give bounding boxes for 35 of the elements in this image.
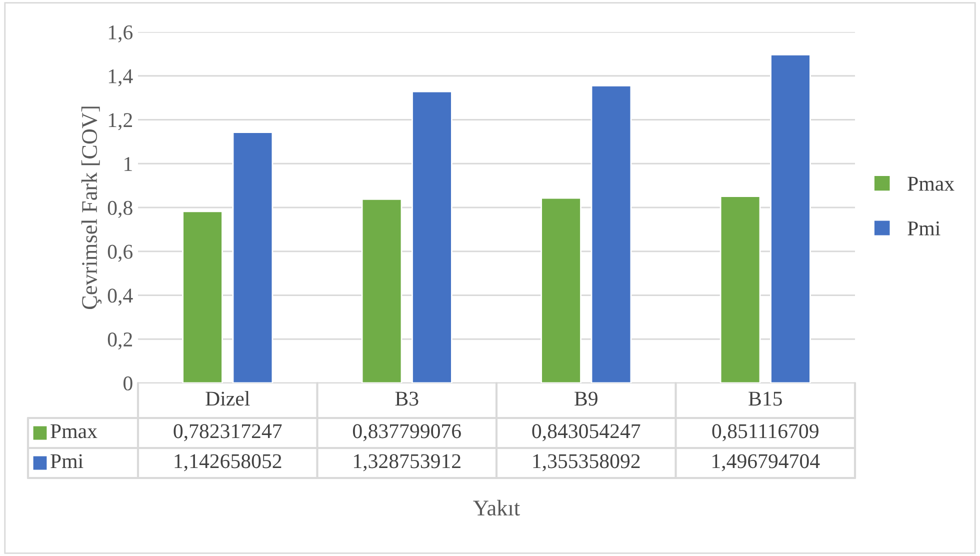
x-tick-label: B15 <box>748 392 782 406</box>
y-axis-title: Çevrimsel Fark [COV] <box>81 106 102 310</box>
bar <box>182 210 223 383</box>
legend-label: Pmi <box>908 221 940 236</box>
data-label: 0,843054247 <box>532 424 640 442</box>
legend-label: Pmax <box>50 424 98 438</box>
data-label: 1,328753912 <box>354 454 460 472</box>
y-tick-label: 1,2 <box>108 113 132 130</box>
x-tick-label: B9 <box>574 392 598 406</box>
y-tick-label: 1 <box>124 157 132 171</box>
y-tick-label: 0,6 <box>108 244 133 262</box>
bar <box>720 196 761 383</box>
text: Pmax <box>908 176 954 191</box>
y-tick-label: 0,2 <box>108 332 132 350</box>
x-tick-label: Dizel <box>206 391 250 406</box>
y-tick-label: 0 <box>124 376 132 390</box>
y-tick-label: 0,8 <box>108 200 132 218</box>
data-label: 0,851116709 <box>712 424 818 442</box>
bar <box>590 84 632 383</box>
x-tick-label: B3 <box>395 392 418 406</box>
data-label: 0,782317247 <box>174 424 282 442</box>
bar <box>412 90 452 383</box>
bar <box>361 198 402 383</box>
data-label: 1,496794704 <box>712 454 820 472</box>
y-tick-label: 1,6 <box>108 25 133 42</box>
bar <box>540 197 582 383</box>
bar <box>770 54 811 383</box>
data-label: 0,837799076 <box>352 424 461 442</box>
data-label: 1,355358092 <box>533 454 640 472</box>
data-label: 1,142658052 <box>174 454 282 472</box>
x-axis-title: Yakıt <box>473 500 520 516</box>
y-tick-label: 0,4 <box>108 288 133 306</box>
text: Pmi <box>50 454 84 468</box>
y-tick-label: 1,4 <box>108 69 133 86</box>
bar <box>232 132 274 383</box>
